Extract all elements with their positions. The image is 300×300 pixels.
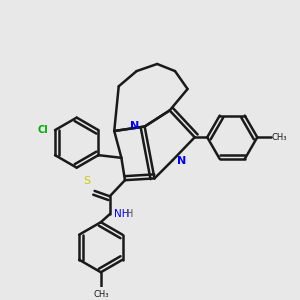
Text: S: S: [83, 176, 90, 186]
Text: Cl: Cl: [37, 125, 48, 135]
Text: CH₃: CH₃: [272, 133, 287, 142]
Text: N: N: [177, 155, 186, 166]
Text: H: H: [126, 209, 133, 219]
Text: NH: NH: [114, 209, 130, 219]
Text: N: N: [130, 121, 139, 130]
Text: CH₃: CH₃: [93, 290, 109, 299]
